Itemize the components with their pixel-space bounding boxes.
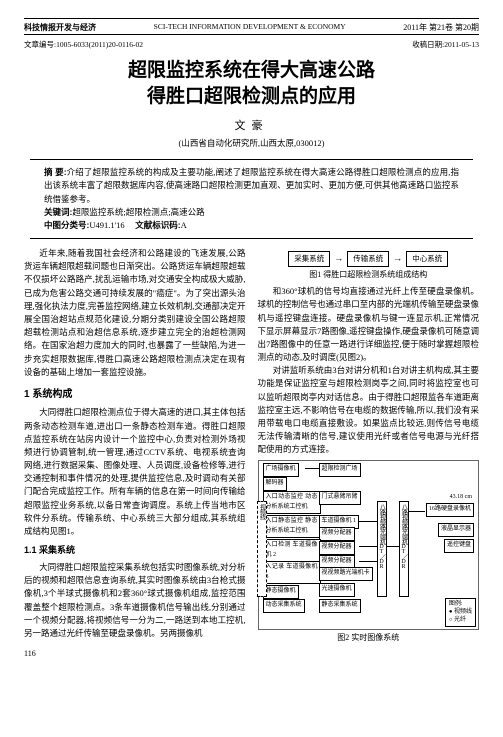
col2-paragraph-1: 和360°球机的信号均直接通过光纤上传至硬盘录像机。球机的控制信号也通过串口至内… bbox=[258, 285, 480, 364]
connector-line bbox=[359, 561, 377, 562]
col2-paragraph-2: 对讲监听系统由3台对讲分机和1台对讲主机构成,其主要功能是保证监控室与超限检测岗… bbox=[258, 364, 480, 456]
header-left: 科技情报开发与经济 bbox=[24, 22, 96, 33]
clc-line: 中图分类号:U491.1'16 文献标识码:A bbox=[44, 219, 459, 232]
fig2-node: 入口静态监控 静态分析系统工控机 bbox=[263, 515, 321, 538]
arrow-icon: → bbox=[393, 252, 402, 266]
page-number: 116 bbox=[24, 649, 479, 658]
figure-1-caption: 图1 得胜口超限检测系统组成结构 bbox=[258, 269, 480, 281]
keywords-text: 超限监控系统;超限检测点;高速公路 bbox=[72, 207, 204, 217]
keywords-label: 关键词: bbox=[44, 207, 72, 217]
received-date: 收稿日期:2011-05-13 bbox=[412, 39, 479, 50]
figure-2-caption: 图2 实时图像系统 bbox=[258, 632, 480, 644]
fig2-node: 解码器 bbox=[263, 477, 287, 490]
intro-paragraph: 近年来,随着我国社会经济和公路建设的飞速发展,公路货运车辆超限超载问题也日渐突出… bbox=[24, 247, 246, 379]
clc-text: U491.1'16 bbox=[89, 220, 124, 230]
section-1-head: 1 系统构成 bbox=[24, 387, 246, 403]
fig2-node: 视频分配器 bbox=[319, 541, 355, 554]
fig1-box-1: 采集系统 bbox=[288, 251, 330, 267]
fig2-node: 静态摄像机 bbox=[263, 585, 299, 598]
fig2-node: 遥控键盘 bbox=[444, 539, 474, 552]
connector-line bbox=[305, 468, 319, 469]
doc-code-text: A bbox=[181, 220, 187, 230]
connector-line bbox=[359, 546, 377, 547]
connector-line bbox=[359, 521, 377, 522]
fig2-node: 液晶显示器 bbox=[438, 523, 474, 536]
fig2-node: 广场摄像机 bbox=[263, 463, 299, 476]
abstract-label: 摘 要: bbox=[44, 167, 67, 177]
abstract-line: 摘 要:介绍了超限监控系统的构成及主要功能,阐述了超限监控系统在得大高速公路得胜… bbox=[44, 166, 459, 206]
legend-item-1: ● 视频线 bbox=[449, 609, 472, 617]
fig1-box-2: 传输系统 bbox=[347, 251, 389, 267]
header-right: 2011年 第21卷 第20期 bbox=[403, 22, 479, 33]
legend-title: 图例: bbox=[449, 601, 472, 609]
fig2-node: 入记录 车道摄像机 3 bbox=[263, 561, 321, 584]
keywords-line: 关键词:超限监控系统;超限检测点;高速公路 bbox=[44, 206, 459, 219]
header-center: SCI-TECH INFORMATION DEVELOPMENT & ECONO… bbox=[154, 22, 346, 33]
header-rule-top bbox=[24, 18, 479, 19]
fig2-vert-1: 八路视频路光端机DT／DR bbox=[377, 501, 387, 597]
fig2-node: 入口检测 车道摄像机 2 bbox=[263, 539, 321, 562]
fig2-node: 动态采集系统 bbox=[263, 599, 305, 612]
title-line-1: 超限监控系统在得大高速公路 bbox=[24, 58, 479, 84]
subheader: 文章编号:1005-6033(2011)20-0116-02 收稿日期:2011… bbox=[24, 39, 479, 50]
article-title: 超限监控系统在得大高速公路 得胜口超限检测点的应用 bbox=[24, 58, 479, 109]
header-rule-bottom bbox=[24, 34, 479, 35]
section-1-1-head: 1.1 采集系统 bbox=[24, 544, 246, 558]
column-right: 采集系统 → 传输系统 → 中心系统 图1 得胜口超限检测系统组成结构 和360… bbox=[258, 247, 480, 645]
figure-2-legend: 图例: ● 视频线 ○ 光纤 bbox=[445, 598, 476, 627]
doc-code-label: 文献标识码: bbox=[135, 220, 180, 230]
affiliation: (山西省自动化研究所,山西太原,030012) bbox=[24, 137, 479, 149]
figure-1: 采集系统 → 传输系统 → 中心系统 图1 得胜口超限检测系统组成结构 bbox=[258, 251, 480, 281]
connector-line bbox=[387, 546, 399, 547]
legend-item-2: ○ 光纤 bbox=[449, 617, 472, 625]
fig2-vert-2: 八路视频路光端机DT／DR bbox=[399, 501, 409, 597]
fig2-node: 光速摄像机 bbox=[319, 583, 355, 596]
fig2-node: 静态采集系统 bbox=[319, 599, 361, 612]
fig2-node: 入口动态监控 动态分析系统工控机 bbox=[263, 491, 321, 514]
connector-line bbox=[409, 511, 425, 512]
fig2-node: 视视频路光端机卡 bbox=[319, 567, 373, 580]
fig2-node: 16路硬盘录像机 bbox=[426, 503, 474, 516]
clc-label: 中图分类号: bbox=[44, 220, 89, 230]
fig2-sidebar: 视频线 bbox=[257, 501, 267, 597]
section-1-1-paragraph: 大同得胜口超限监控采集系统包括实时图像系统,对分析后的视频和超限信息查询系统,其… bbox=[24, 561, 246, 640]
body-columns: 近年来,随着我国社会经济和公路建设的飞速发展,公路货运车辆超限超载问题也日渐突出… bbox=[24, 247, 479, 645]
title-line-2: 得胜口超限检测点的应用 bbox=[24, 84, 479, 110]
fig2-node: 门式悬臂吊臂 bbox=[319, 491, 361, 504]
page-root: 科技情报开发与经济 SCI-TECH INFORMATION DEVELOPME… bbox=[0, 0, 503, 670]
article-id: 文章编号:1005-6033(2011)20-0116-02 bbox=[24, 39, 143, 50]
figure-1-diagram: 采集系统 → 传输系统 → 中心系统 bbox=[288, 251, 448, 267]
fig2-dimension: 43.18 cm bbox=[450, 493, 472, 502]
fig2-node: 超限检测广场 bbox=[319, 463, 361, 476]
figure-2: 广场摄像机 超限检测广场 解码器 入口动态监控 动态分析系统工控机 门式悬臂吊臂… bbox=[258, 460, 480, 630]
arrow-icon: → bbox=[334, 252, 343, 266]
abstract-text: 介绍了超限监控系统的构成及主要功能,阐述了超限监控系统在得大高速公路得胜口超限检… bbox=[44, 167, 459, 203]
running-header: 科技情报开发与经济 SCI-TECH INFORMATION DEVELOPME… bbox=[24, 21, 479, 34]
fig2-node: 视频分配器 bbox=[319, 527, 355, 540]
section-1-paragraph: 大同得胜口超限检测点位于得大高速的进口,其主体包括两条动态检测车道,进出口一条静… bbox=[24, 406, 246, 538]
fig1-box-3: 中心系统 bbox=[406, 251, 448, 267]
author-name: 文豪 bbox=[24, 117, 479, 133]
column-left: 近年来,随着我国社会经济和公路建设的飞速发展,公路货运车辆超限超载问题也日渐突出… bbox=[24, 247, 246, 645]
abstract-block: 摘 要:介绍了超限监控系统的构成及主要功能,阐述了超限监控系统在得大高速公路得胜… bbox=[30, 159, 473, 239]
